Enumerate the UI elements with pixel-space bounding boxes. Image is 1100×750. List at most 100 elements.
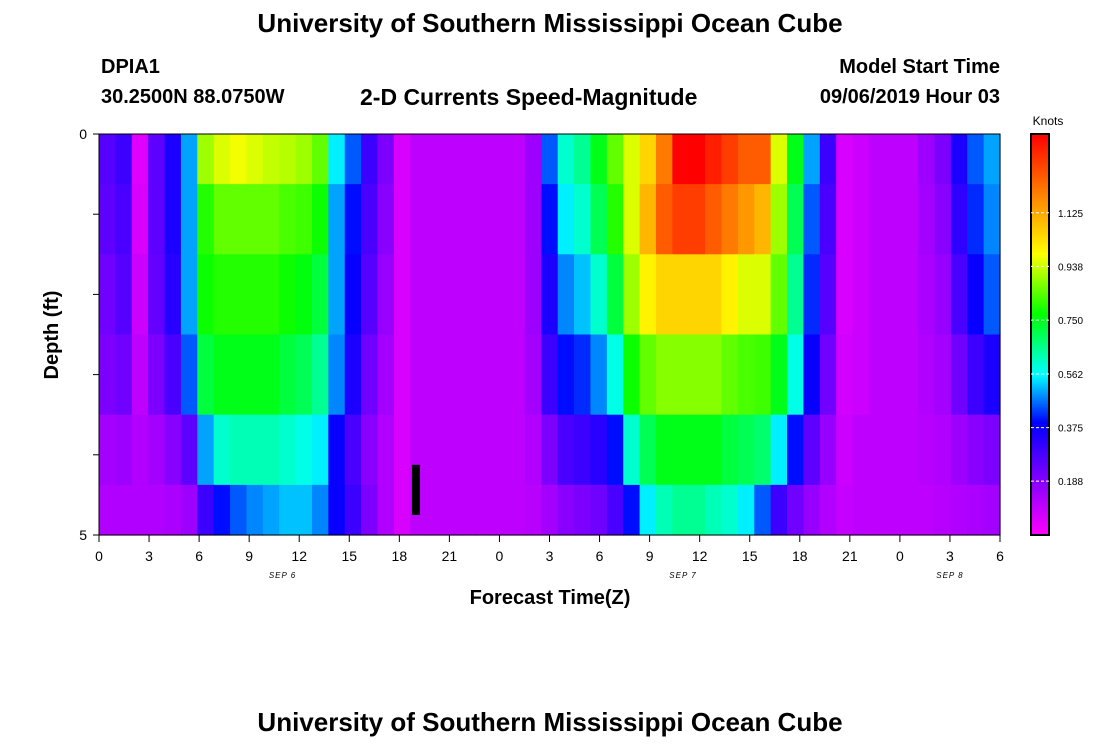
x-tick-label: 0 (95, 548, 103, 564)
heatmap-cell (148, 134, 166, 185)
heatmap-cell (508, 484, 526, 536)
heatmap-cell (967, 414, 985, 486)
heatmap-cell (148, 334, 166, 416)
heatmap-cell (164, 484, 182, 536)
heatmap-cell (885, 134, 903, 185)
heatmap-cell (574, 184, 592, 255)
heatmap-cell (836, 134, 854, 185)
heatmap-cell (655, 134, 673, 185)
heatmap-cell (852, 184, 870, 255)
heatmap-cell (836, 334, 854, 416)
heatmap-cell (590, 134, 608, 185)
heatmap-cell (868, 254, 886, 336)
heatmap-cell (115, 254, 133, 336)
heatmap-cell (295, 414, 313, 486)
heatmap-cell (705, 134, 723, 185)
heatmap-cell (803, 184, 821, 255)
heatmap-cell (410, 254, 428, 336)
heatmap-cell (557, 334, 575, 416)
heatmap-cell (492, 484, 510, 536)
heatmap-cell (901, 134, 919, 185)
heatmap-cell (459, 184, 477, 255)
heatmap-cell (852, 414, 870, 486)
heatmap-cell (426, 414, 444, 486)
heatmap-cell (770, 184, 788, 255)
heatmap-cell (819, 134, 837, 185)
heatmap-cell (344, 134, 362, 185)
heatmap-cell (459, 484, 477, 536)
heatmap-cell (606, 414, 624, 486)
heatmap-cell (836, 414, 854, 486)
heatmap-cell (967, 134, 985, 185)
x-tick-label: 18 (792, 548, 808, 564)
heatmap-cell (754, 334, 772, 416)
heatmap-cell (131, 334, 149, 416)
current-time-marker (412, 464, 421, 515)
heatmap-cell (557, 254, 575, 336)
heatmap-cell (672, 414, 690, 486)
heatmap-cell (131, 484, 149, 536)
heatmap-cell (524, 484, 542, 536)
heatmap-cell (819, 184, 837, 255)
heatmap-cell (852, 334, 870, 416)
heatmap-cell (361, 414, 379, 486)
heatmap-cell (393, 414, 411, 486)
heatmap-cell (344, 254, 362, 336)
heatmap-cell (492, 334, 510, 416)
heatmap-cell (361, 334, 379, 416)
heatmap-cell (164, 184, 182, 255)
heatmap-cell (262, 134, 280, 185)
heatmap-cell (918, 334, 936, 416)
colorbar-ticks: 0.188 0.375 0.562 0.750 0.938 1.125 (1031, 209, 1083, 488)
heatmap-cell (197, 334, 215, 416)
heatmap-cell (344, 184, 362, 255)
heatmap-cell (918, 254, 936, 336)
heatmap-cell (164, 254, 182, 336)
heatmap-cell (967, 484, 985, 536)
heatmap-cell (606, 254, 624, 336)
heatmap-cell (590, 254, 608, 336)
heatmap-cell (705, 334, 723, 416)
heatmap-cell (918, 414, 936, 486)
heatmap-cell (672, 254, 690, 336)
heatmap-cell (623, 414, 641, 486)
heatmap-cell (279, 184, 297, 255)
heatmap-cell (983, 414, 1001, 486)
heatmap-cell (279, 484, 297, 536)
heatmap-cell (475, 484, 493, 536)
heatmap-cell (885, 334, 903, 416)
heatmap-cell (934, 414, 952, 486)
heatmap-cell (950, 254, 968, 336)
heatmap-cell (328, 254, 346, 336)
heatmap-cell (787, 134, 805, 185)
heatmap-cell (787, 334, 805, 416)
heatmap-cell (131, 414, 149, 486)
heatmap-cell (574, 484, 592, 536)
heatmap-cell (311, 484, 329, 536)
heatmap-cell (950, 414, 968, 486)
heatmap-cell (868, 334, 886, 416)
heatmap-cell (590, 484, 608, 536)
heatmap-cell (787, 254, 805, 336)
heatmap-cell (475, 414, 493, 486)
x-tick-label: 6 (596, 548, 604, 564)
heatmap-cell (983, 254, 1001, 336)
heatmap-cell (557, 484, 575, 536)
heatmap-cell (99, 414, 116, 486)
heatmap-cell (754, 254, 772, 336)
heatmap-cell (279, 334, 297, 416)
heatmap-cell (131, 254, 149, 336)
heatmap-cell (737, 484, 755, 536)
heatmap-cell (705, 254, 723, 336)
heatmap-cell (770, 254, 788, 336)
heatmap-cell (557, 414, 575, 486)
heatmap-cell (655, 414, 673, 486)
page-title: University of Southern Mississippi Ocean… (257, 8, 843, 38)
heatmap-cell (524, 134, 542, 185)
y-axis: 05 (79, 126, 99, 543)
heatmap-cell (737, 134, 755, 185)
heatmap-cell (737, 254, 755, 336)
heatmap-cell (852, 484, 870, 536)
heatmap-cell (754, 184, 772, 255)
heatmap-cell (148, 414, 166, 486)
